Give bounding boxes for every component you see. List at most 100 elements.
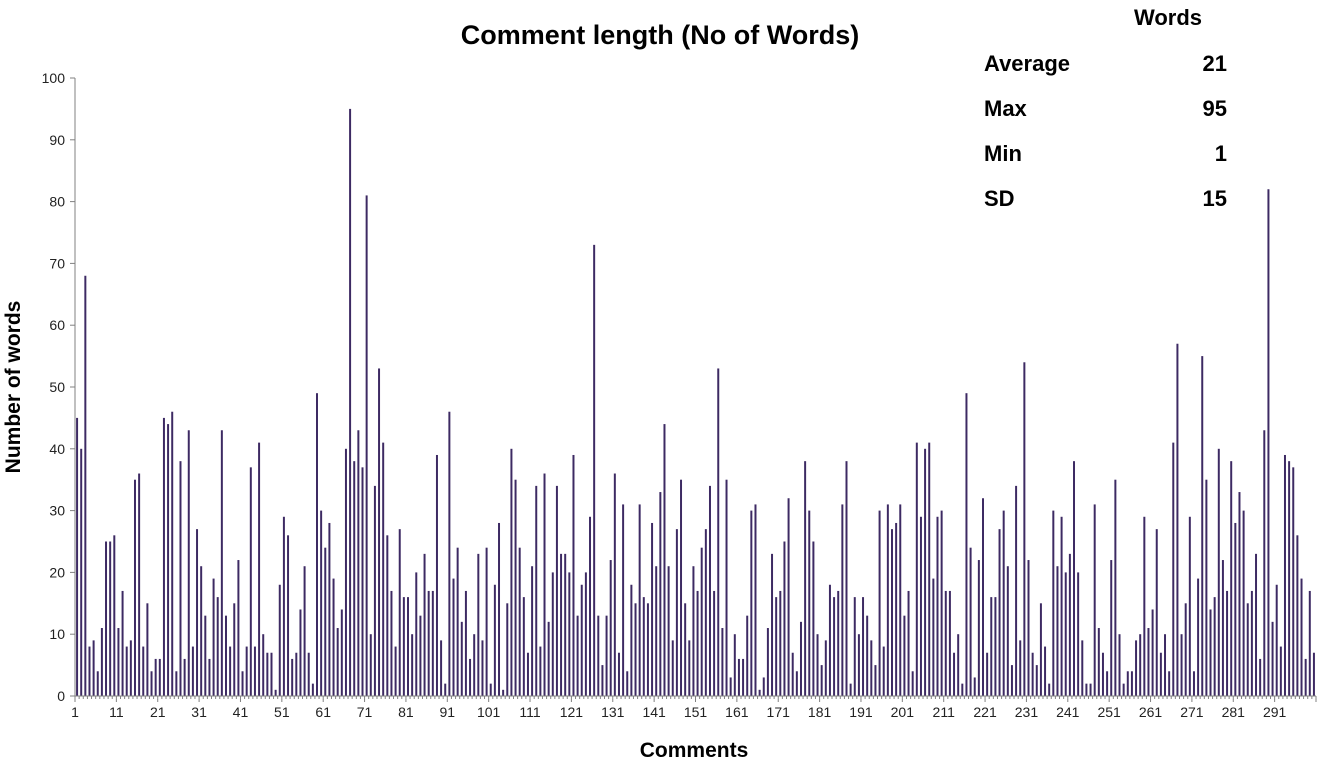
bar bbox=[1250, 590, 1253, 696]
bar bbox=[663, 424, 666, 696]
bar bbox=[713, 590, 716, 696]
bar bbox=[733, 634, 736, 696]
bar bbox=[287, 535, 290, 696]
bar bbox=[899, 504, 902, 696]
bar bbox=[808, 510, 811, 696]
bar bbox=[216, 597, 219, 696]
x-tick-label: 131 bbox=[601, 704, 625, 720]
bar bbox=[1060, 516, 1063, 696]
bar bbox=[799, 621, 802, 696]
bar bbox=[531, 566, 534, 696]
bar bbox=[1106, 671, 1109, 696]
bar bbox=[845, 461, 848, 696]
bar bbox=[1197, 578, 1200, 696]
bar bbox=[76, 417, 79, 696]
bar bbox=[882, 646, 885, 696]
bar bbox=[522, 597, 525, 696]
bar bbox=[357, 430, 360, 696]
bar bbox=[1263, 430, 1266, 696]
bar bbox=[1073, 461, 1075, 696]
bar bbox=[220, 430, 223, 696]
bar bbox=[1093, 504, 1096, 696]
bar bbox=[907, 590, 910, 696]
bar bbox=[1130, 671, 1133, 696]
stats-value-average: 21 bbox=[1203, 51, 1227, 76]
bar bbox=[378, 368, 381, 696]
bar bbox=[1077, 572, 1080, 696]
x-tick-label: 81 bbox=[398, 704, 414, 720]
bar bbox=[1275, 584, 1278, 696]
bar bbox=[100, 628, 103, 696]
x-tick-label: 151 bbox=[684, 704, 708, 720]
bar bbox=[398, 529, 401, 696]
bar bbox=[423, 553, 426, 696]
stats-label-max: Max bbox=[984, 96, 1028, 121]
bar bbox=[274, 689, 277, 696]
bar bbox=[841, 504, 844, 696]
bar bbox=[1114, 479, 1117, 696]
bars bbox=[76, 108, 1315, 697]
x-tick-label: 101 bbox=[477, 704, 501, 720]
bar bbox=[225, 615, 227, 696]
y-tick-label: 20 bbox=[49, 564, 65, 580]
bar bbox=[307, 652, 310, 696]
bar bbox=[1010, 665, 1013, 696]
bar bbox=[680, 479, 683, 696]
bar bbox=[208, 658, 211, 696]
bar bbox=[158, 658, 161, 696]
x-tick-label: 281 bbox=[1222, 704, 1246, 720]
bar bbox=[415, 572, 418, 696]
y-tick-label: 100 bbox=[42, 70, 66, 86]
bar bbox=[862, 597, 865, 696]
x-tick-label: 221 bbox=[973, 704, 997, 720]
bar bbox=[493, 584, 496, 696]
chart-title: Comment length (No of Words) bbox=[461, 20, 859, 50]
bar bbox=[411, 634, 414, 696]
bar bbox=[121, 590, 124, 696]
bar bbox=[1238, 492, 1241, 696]
bar bbox=[795, 671, 798, 696]
stats-value-sd: 15 bbox=[1203, 186, 1227, 211]
stats-header: Words bbox=[1134, 5, 1202, 30]
bar bbox=[1122, 683, 1125, 696]
bar bbox=[804, 461, 807, 696]
bar bbox=[613, 473, 616, 696]
bar bbox=[237, 560, 240, 696]
bar bbox=[1308, 590, 1311, 696]
bar bbox=[427, 590, 430, 696]
bar bbox=[721, 628, 724, 696]
x-axis-label: Comments bbox=[640, 739, 749, 762]
bar bbox=[502, 689, 505, 696]
bar bbox=[944, 590, 947, 696]
bar bbox=[622, 504, 625, 696]
bar bbox=[593, 244, 596, 697]
x-tick-label: 201 bbox=[891, 704, 915, 720]
bar bbox=[704, 529, 707, 696]
stats-label-min: Min bbox=[984, 141, 1022, 166]
bar bbox=[1255, 553, 1258, 696]
bar bbox=[630, 584, 633, 696]
bar bbox=[824, 640, 827, 696]
bar bbox=[171, 411, 174, 696]
bar bbox=[150, 671, 153, 696]
bar bbox=[1068, 553, 1071, 696]
bar bbox=[762, 677, 765, 696]
bar bbox=[489, 683, 492, 696]
bar bbox=[303, 566, 306, 696]
stats-label-average: Average bbox=[984, 51, 1070, 76]
bar bbox=[142, 646, 145, 696]
bar bbox=[1019, 640, 1022, 696]
x-tick-label: 251 bbox=[1097, 704, 1121, 720]
bar bbox=[1292, 467, 1295, 696]
bar bbox=[977, 560, 980, 696]
y-axis-ticks: 0 10 20 30 40 50 60 70 80 90 100 bbox=[42, 70, 75, 704]
bar bbox=[353, 461, 356, 696]
bar bbox=[1039, 603, 1042, 696]
bar bbox=[771, 553, 774, 696]
bar bbox=[878, 510, 881, 696]
bar bbox=[80, 448, 83, 696]
bar bbox=[589, 516, 592, 696]
bar bbox=[295, 652, 298, 696]
bar bbox=[605, 615, 608, 696]
bar bbox=[1159, 652, 1162, 696]
